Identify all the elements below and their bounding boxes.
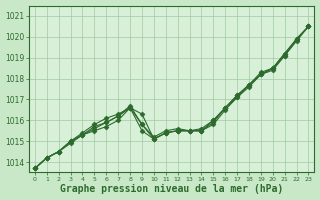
X-axis label: Graphe pression niveau de la mer (hPa): Graphe pression niveau de la mer (hPa)	[60, 184, 283, 194]
